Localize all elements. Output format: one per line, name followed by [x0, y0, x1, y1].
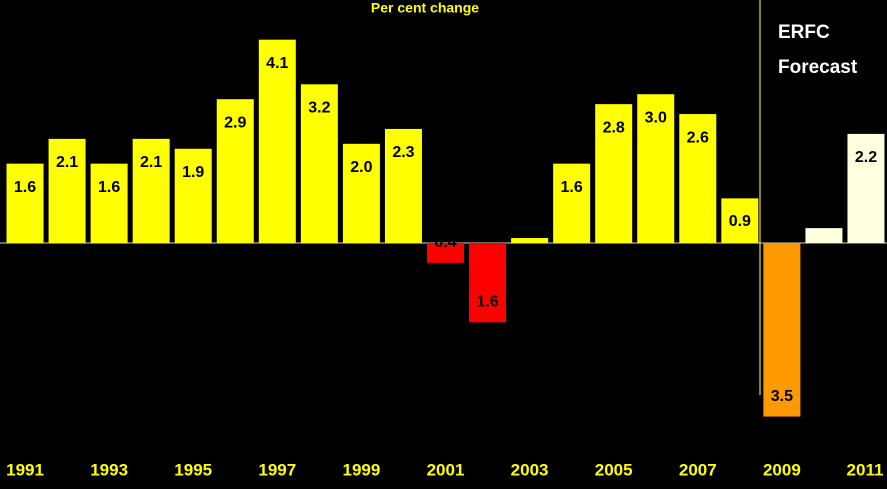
bar [48, 138, 86, 243]
bar [342, 143, 380, 243]
x-tick-label: 2009 [763, 460, 801, 479]
value-label: 1.9 [182, 164, 204, 181]
value-label: 2.9 [224, 114, 246, 131]
bar [469, 243, 507, 323]
x-tick-label: 2001 [427, 460, 465, 479]
value-label: 0.1 [518, 213, 540, 230]
chart-title: Per cent change [371, 0, 479, 16]
bar [637, 94, 675, 243]
value-label: 1.6 [14, 179, 36, 196]
x-tick-label: 1993 [90, 460, 128, 479]
annotation: ERFC [778, 22, 830, 43]
value-label: 2.2 [855, 149, 877, 166]
x-tick-label: 1995 [174, 460, 212, 479]
bar [763, 243, 801, 417]
x-tick-label: 2007 [679, 460, 717, 479]
bar [847, 133, 885, 243]
value-label: 0.4 [434, 234, 456, 251]
x-tick-label: 2003 [511, 460, 549, 479]
value-label: 2.0 [350, 159, 372, 176]
value-label: 2.1 [56, 154, 78, 171]
value-label: 2.3 [392, 144, 414, 161]
bar [132, 138, 170, 243]
bar [511, 238, 549, 243]
bar [6, 163, 44, 243]
value-label: 3.2 [308, 100, 330, 117]
bar [90, 163, 128, 243]
value-label: 4.1 [266, 55, 288, 72]
bar [426, 243, 465, 263]
bar [300, 84, 338, 243]
x-tick-label: 1991 [6, 460, 44, 479]
bar [679, 114, 717, 244]
bar [258, 39, 296, 244]
annotation: Forecast [778, 57, 858, 78]
x-tick-label: 2011 [847, 460, 884, 479]
x-tick-label: 1997 [258, 460, 296, 479]
x-tick-label: 1999 [342, 460, 380, 479]
value-label: 1.6 [98, 179, 120, 196]
value-label: 2.8 [603, 119, 625, 136]
bar [384, 128, 422, 243]
value-label: 3.0 [645, 109, 667, 126]
value-label: 1.6 [476, 294, 498, 311]
bar [553, 163, 591, 243]
bar [216, 99, 254, 243]
value-label: 2.6 [687, 129, 709, 146]
value-label: 0.9 [729, 213, 751, 230]
bar [805, 228, 843, 243]
value-label: 2.1 [140, 154, 162, 171]
bar [595, 104, 633, 244]
value-label: 1.6 [561, 179, 583, 196]
value-label: 0.3 [813, 213, 835, 230]
bar [721, 198, 759, 243]
x-tick-label: 2005 [595, 460, 633, 479]
bar [174, 148, 212, 243]
value-label: 3.5 [771, 388, 793, 405]
